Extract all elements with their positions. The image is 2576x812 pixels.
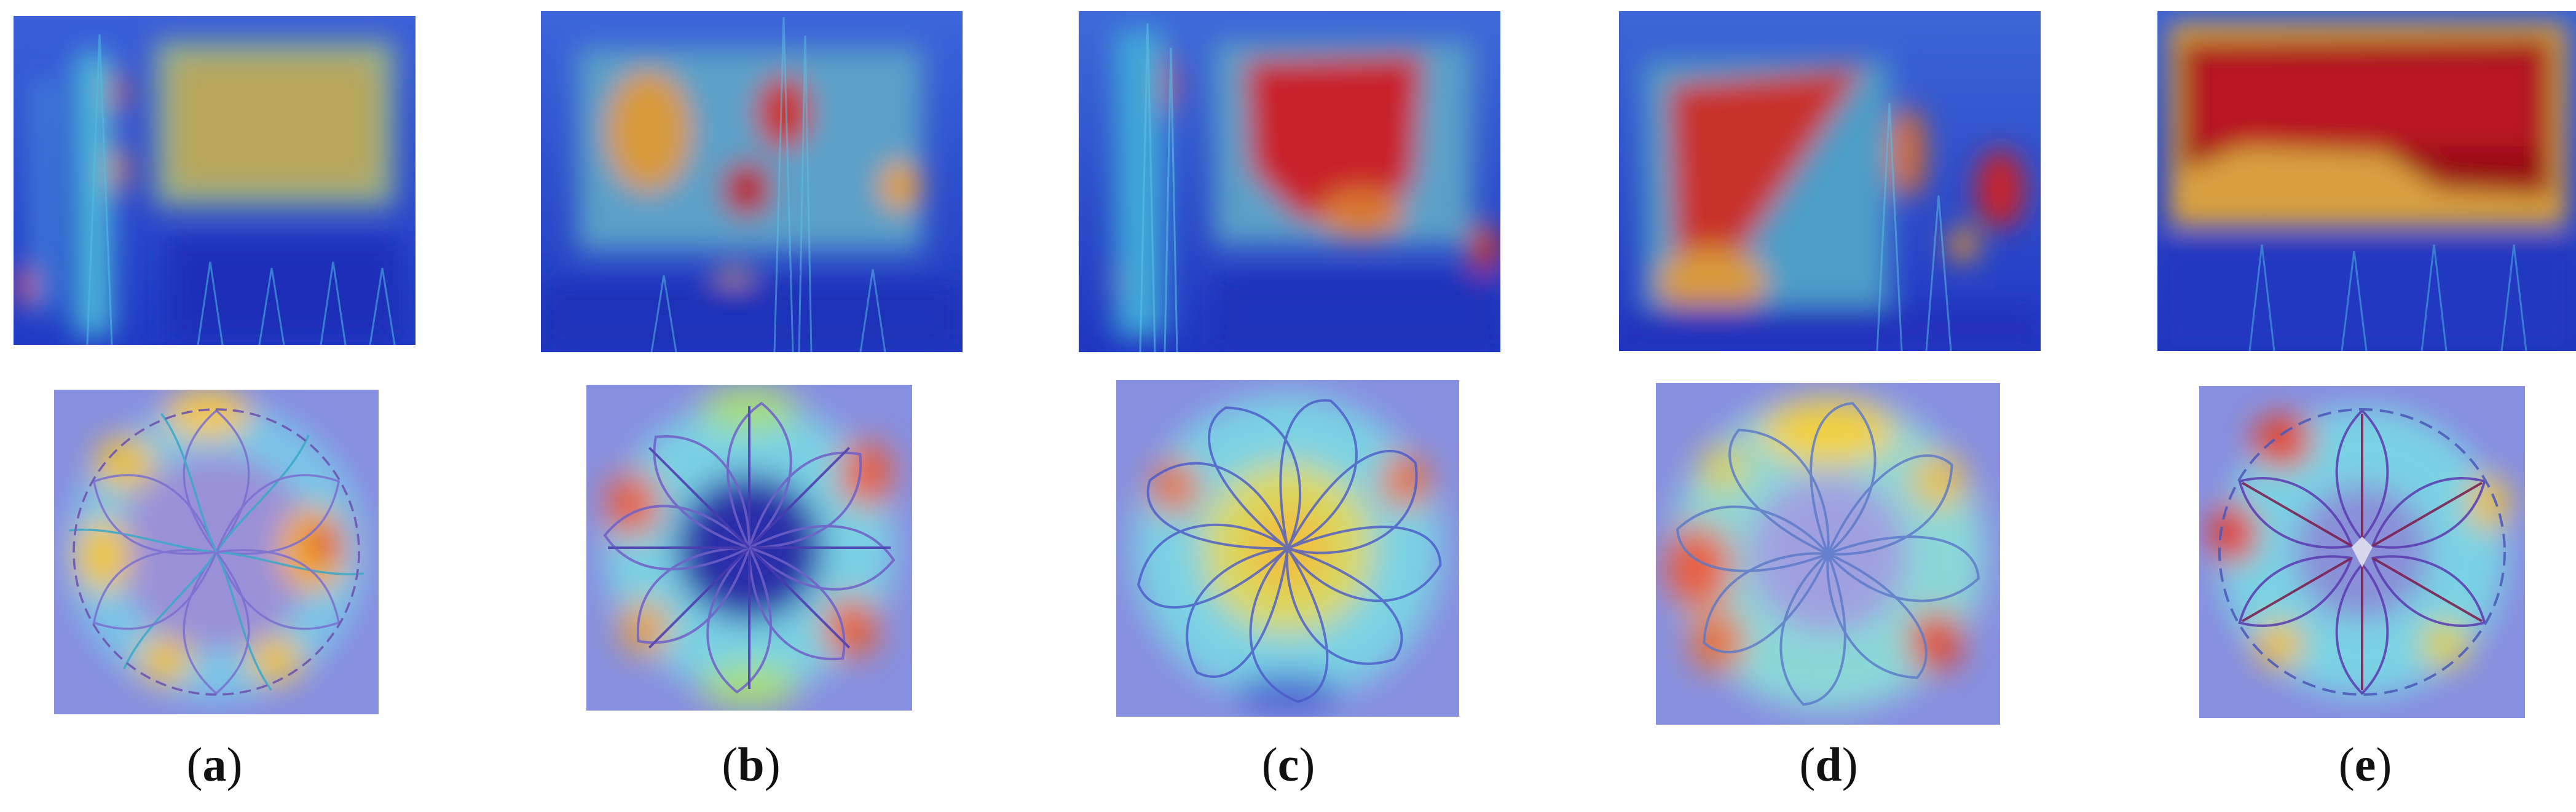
panel-e — [2157, 11, 2576, 718]
heatmap-top-e — [2157, 11, 2576, 351]
caption-d: (d) — [1799, 738, 1858, 791]
heatmap-bottom-d — [1656, 383, 2000, 725]
heatmap-bottom-b — [586, 385, 912, 711]
caption-e: (e) — [2338, 738, 2392, 791]
heatmap-bottom-c — [1116, 380, 1459, 717]
heatmap-top-b — [541, 11, 963, 352]
caption-a: (a) — [186, 738, 243, 791]
heatmap-top-a — [14, 16, 416, 345]
heatmap-bottom-e — [2199, 386, 2525, 718]
caption-c: (c) — [1261, 738, 1315, 791]
panel-a — [14, 16, 416, 714]
panel-b — [541, 11, 963, 711]
caption-b: (b) — [722, 738, 781, 791]
heatmap-top-d — [1619, 11, 2041, 351]
panel-c — [1079, 11, 1500, 717]
panel-d — [1619, 11, 2041, 725]
heatmap-top-c — [1079, 11, 1500, 352]
heatmap-bottom-a — [54, 390, 379, 714]
